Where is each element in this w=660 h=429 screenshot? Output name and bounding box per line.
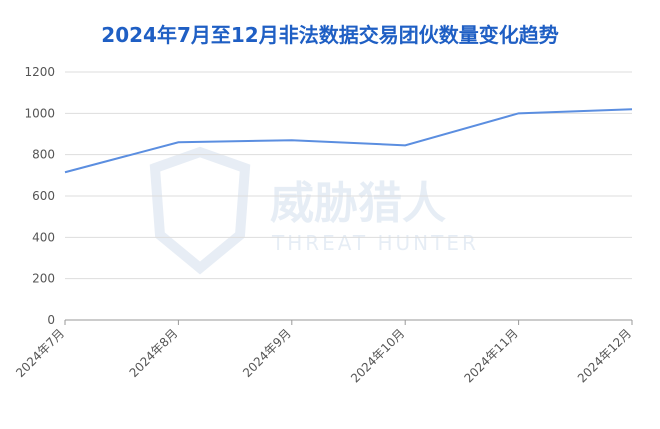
chart-title: 2024年7月至12月非法数据交易团伙数量变化趋势 bbox=[101, 23, 558, 47]
watermark: 威胁猎人 THREAT HUNTER bbox=[149, 146, 479, 275]
y-tick-label: 400 bbox=[32, 230, 55, 244]
x-tick-label: 2024年10月 bbox=[348, 326, 407, 385]
y-tick-label: 600 bbox=[32, 189, 55, 203]
y-tick-label: 0 bbox=[47, 313, 55, 327]
x-tick-label: 2024年7月 bbox=[13, 326, 67, 380]
y-tick-label: 1200 bbox=[24, 65, 55, 79]
x-tick-label: 2024年12月 bbox=[575, 326, 634, 385]
x-tick-label: 2024年8月 bbox=[127, 326, 181, 380]
line-series bbox=[64, 108, 633, 174]
y-tick-label: 800 bbox=[32, 148, 55, 162]
x-tick-label: 2024年11月 bbox=[461, 326, 520, 385]
watermark-logo bbox=[149, 146, 251, 275]
y-tick-label: 1000 bbox=[24, 106, 55, 120]
watermark-text: 威胁猎人 bbox=[270, 178, 446, 229]
watermark-subtext: THREAT HUNTER bbox=[271, 231, 479, 255]
x-tick-label: 2024年9月 bbox=[240, 326, 294, 380]
y-tick-label: 200 bbox=[32, 272, 55, 286]
